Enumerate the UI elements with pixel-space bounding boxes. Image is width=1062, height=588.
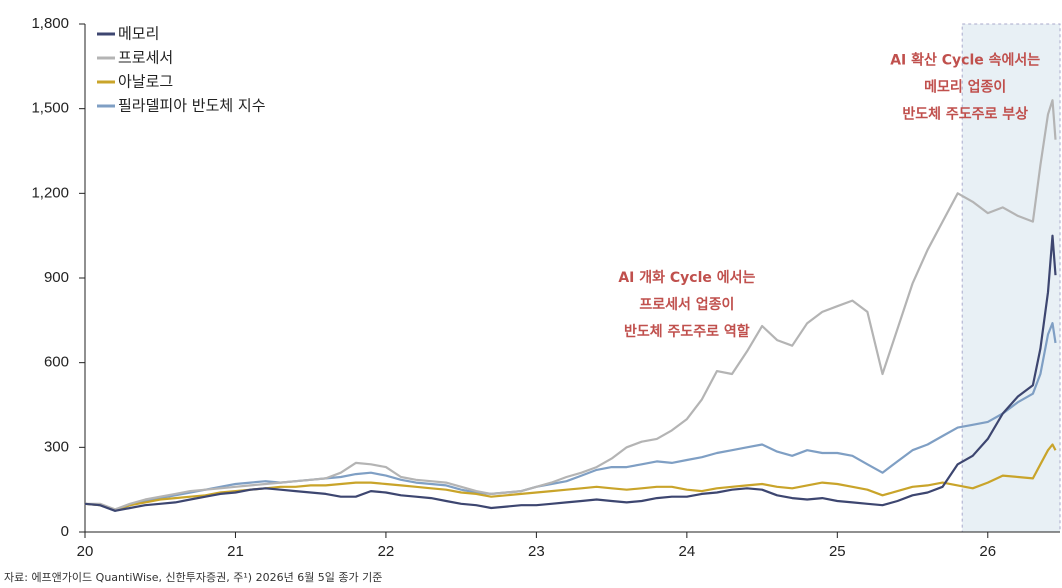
x-tick-label: 23 bbox=[528, 543, 545, 560]
annotation: AI 개화 Cycle 에서는 bbox=[618, 270, 755, 286]
x-tick-label: 24 bbox=[679, 543, 696, 560]
y-tick-label: 1,800 bbox=[31, 15, 69, 32]
series-line bbox=[84, 322, 1057, 512]
series-line bbox=[84, 234, 1057, 512]
annotation: AI 확산 Cycle 속에서는 bbox=[890, 52, 1040, 69]
y-tick-label: 1,500 bbox=[31, 100, 69, 117]
y-tick-label: 0 bbox=[61, 523, 69, 540]
series-line bbox=[85, 99, 1057, 511]
legend-label: 프로세서 bbox=[118, 49, 173, 67]
y-tick-label: 300 bbox=[44, 438, 69, 455]
source-note: 자료: 에프앤가이드 QuantiWise, 신한투자증권, 주¹) 2026년… bbox=[4, 570, 382, 584]
x-tick-label: 20 bbox=[77, 543, 94, 560]
y-tick-label: 600 bbox=[44, 354, 69, 371]
annotation: 반도체 주도주로 역할 bbox=[624, 323, 750, 340]
highlight-region bbox=[961, 23, 1061, 533]
x-tick-label: 26 bbox=[979, 543, 996, 560]
x-tick-label: 22 bbox=[378, 543, 395, 560]
legend-label: 메모리 bbox=[118, 25, 159, 43]
legend-label: 필라델피아 반도체 지수 bbox=[118, 97, 266, 115]
annotation: 프로세서 업종이 bbox=[639, 296, 734, 313]
y-tick-label: 900 bbox=[44, 269, 69, 286]
annotation: 메모리 업종이 bbox=[924, 79, 1006, 96]
x-tick-label: 25 bbox=[829, 543, 846, 560]
y-tick-label: 1,200 bbox=[31, 184, 69, 201]
annotation: 반도체 주도주로 부상 bbox=[902, 106, 1028, 123]
x-tick-label: 21 bbox=[227, 543, 244, 560]
legend-label: 아날로그 bbox=[118, 73, 173, 91]
